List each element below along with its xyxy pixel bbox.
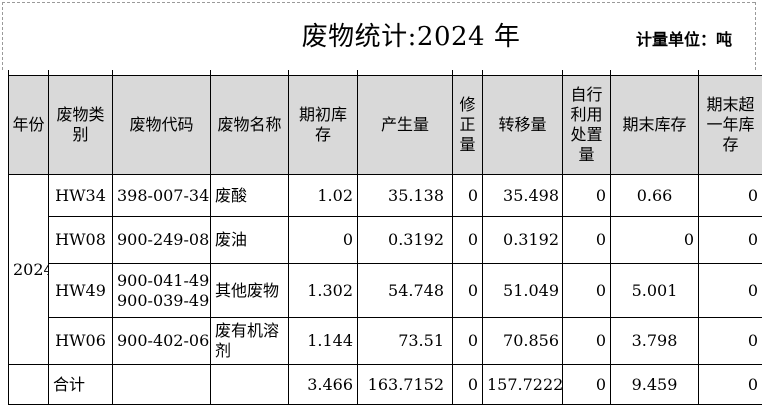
page-title: 废物统计:2024 年	[301, 22, 521, 52]
code-line: 398-007-34	[117, 185, 210, 205]
header-generated: 产生量	[357, 75, 453, 175]
over-one-year-cell: 0	[698, 317, 762, 365]
table-row: 2024 HW34 398-007-34 废酸 1.02 35.138 0 35…	[8, 174, 762, 365]
correction-cell: 0	[452, 216, 483, 264]
generated-cell: 35.138	[357, 174, 453, 217]
over-one-year-cell: 0	[698, 174, 762, 217]
generated-cell: 73.51	[357, 317, 453, 365]
name-cell-empty	[210, 364, 289, 405]
header-over-one-year: 期末超 一年库 存	[698, 75, 762, 175]
header-correction: 修 正 量	[452, 75, 483, 175]
ending-stock-cell: 0	[610, 216, 699, 264]
code-cell: 900-402-06	[112, 317, 211, 365]
code-line: 900-249-08	[117, 230, 210, 249]
page-break-line-right	[755, 2, 756, 70]
category-cell: HW06	[48, 317, 113, 365]
total-row: 合计 3.466 163.7152 0 157.7222 0 9.459 0	[8, 364, 762, 405]
initial-stock-total: 3.466	[288, 364, 358, 405]
self-disposed-total: 0	[562, 364, 611, 405]
page-break-line-left	[2, 2, 3, 70]
transferred-cell: 70.856	[482, 317, 563, 365]
correction-cell: 0	[452, 317, 483, 365]
ending-stock-total: 9.459	[610, 364, 699, 405]
header-transferred: 转移量	[482, 75, 563, 175]
correction-total: 0	[452, 364, 483, 405]
code-line: 900-039-49	[117, 290, 210, 310]
generated-cell: 0.3192	[357, 216, 453, 264]
initial-stock-cell: 1.02	[288, 174, 358, 217]
year-cell: 2024	[8, 174, 49, 365]
ending-stock-cell: 3.798	[610, 317, 699, 365]
waste-statistics-table: 年份 废物类 别 废物代码 废物名称 期初库 存 产生量 修 正 量 转移量 自…	[8, 70, 762, 405]
category-cell: HW49	[48, 263, 113, 318]
transferred-total: 157.7222	[482, 364, 563, 405]
table-row: HW49 900-041-49 900-039-49 其他废物 1.302 54…	[9, 263, 762, 318]
code-line: 900-402-06	[117, 331, 210, 350]
table-row: HW06 900-402-06 废有机溶剂 1.144 73.51 0 70.8…	[9, 317, 762, 365]
category-cell: HW34	[48, 174, 113, 217]
name-cell: 废油	[210, 216, 289, 264]
correction-cell: 0	[452, 263, 483, 318]
total-label-cell: 合计	[48, 364, 113, 405]
correction-cell: 0	[452, 174, 483, 217]
transferred-cell: 0.3192	[482, 216, 563, 264]
initial-stock-cell: 1.144	[288, 317, 358, 365]
header-initial-stock: 期初库 存	[288, 75, 358, 175]
name-cell: 废有机溶剂	[210, 317, 289, 365]
ending-stock-cell: 0.66	[610, 174, 699, 217]
unit-label: 计量单位：吨	[635, 30, 732, 49]
self-disposed-cell: 0	[562, 263, 611, 318]
initial-stock-cell: 1.302	[288, 263, 358, 318]
header-waste-name: 废物名称	[210, 75, 289, 175]
over-one-year-cell: 0	[698, 216, 762, 264]
over-one-year-total: 0	[698, 364, 762, 405]
code-cell: 900-041-49 900-039-49	[112, 263, 211, 318]
initial-stock-cell: 0	[288, 216, 358, 264]
header-waste-category: 废物类 别	[48, 75, 113, 175]
page-break-line-top	[2, 2, 755, 3]
transferred-cell: 51.049	[482, 263, 563, 318]
code-cell: 900-249-08	[112, 216, 211, 264]
table-header-row: 年份 废物类 别 废物代码 废物名称 期初库 存 产生量 修 正 量 转移量 自…	[8, 75, 762, 175]
transferred-cell: 35.498	[482, 174, 563, 217]
over-one-year-cell: 0	[698, 263, 762, 318]
header-ending-stock: 期末库存	[610, 75, 699, 175]
table-row: HW08 900-249-08 废油 0 0.3192 0 0.3192 0 0…	[9, 216, 762, 264]
self-disposed-cell: 0	[562, 174, 611, 217]
name-cell: 废酸	[210, 174, 289, 217]
self-disposed-cell: 0	[562, 216, 611, 264]
name-cell: 其他废物	[210, 263, 289, 318]
code-line: 900-041-49	[117, 270, 210, 290]
self-disposed-cell: 0	[562, 317, 611, 365]
generated-cell: 54.748	[357, 263, 453, 318]
year-cell-empty	[8, 364, 49, 405]
generated-total: 163.7152	[357, 364, 453, 405]
category-cell: HW08	[48, 216, 113, 264]
ending-stock-cell: 5.001	[610, 263, 699, 318]
code-cell-empty	[112, 364, 211, 405]
header-self-disposed: 自行 利用 处置 量	[562, 75, 611, 175]
code-cell: 398-007-34	[112, 174, 211, 217]
header-year: 年份	[8, 75, 49, 175]
header-waste-code: 废物代码	[112, 75, 211, 175]
